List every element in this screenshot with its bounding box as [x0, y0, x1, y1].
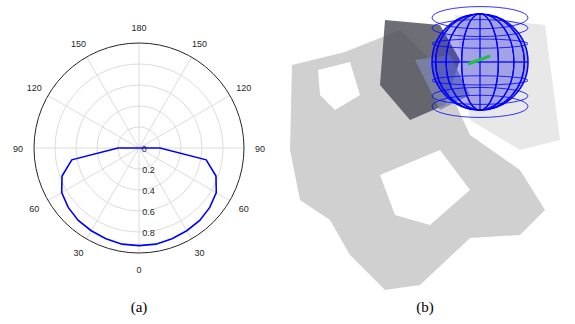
- theta-tick-label: 30: [73, 248, 83, 258]
- theta-tick-label: 30: [194, 248, 204, 258]
- r-tick-label: 0.2: [142, 165, 155, 175]
- r-tick-label: 0.8: [142, 228, 155, 238]
- r-tick-label: 0.6: [142, 207, 155, 217]
- spoke: [87, 148, 140, 239]
- panel-caption: (b): [416, 299, 434, 316]
- spoke: [139, 57, 192, 148]
- outer-ring: [34, 43, 244, 253]
- grasp-axis: [468, 56, 490, 64]
- theta-tick-label: 150: [192, 39, 207, 49]
- sphere-outline: [432, 14, 528, 110]
- spoke: [87, 57, 140, 148]
- theta-tick-label: 0: [136, 265, 141, 275]
- sphere-parallel: [432, 76, 528, 85]
- theta-tick-label: 90: [13, 144, 23, 154]
- spoke: [139, 148, 192, 239]
- spoke: [48, 96, 139, 149]
- theta-tick-label: 120: [27, 83, 42, 93]
- r-tick-label: 0: [142, 144, 147, 154]
- sphere-parallel: [432, 95, 528, 117]
- hole: [318, 62, 360, 110]
- theta-tick-label: 60: [239, 204, 249, 214]
- theta-tick-label: 120: [236, 83, 251, 93]
- theta-tick-label: 90: [255, 144, 265, 154]
- r-tick-label: 0.4: [142, 186, 155, 196]
- panel-caption: (a): [131, 299, 148, 316]
- spoke: [139, 148, 140, 253]
- theta-tick-label: 60: [29, 204, 39, 214]
- theta-tick-label: 150: [71, 39, 86, 49]
- spoke: [139, 43, 140, 148]
- hole: [380, 150, 470, 225]
- point-cloud-image: [290, 7, 560, 290]
- polar-curve: [62, 148, 217, 246]
- data-group: [62, 148, 217, 246]
- spoke: [139, 96, 230, 149]
- polar-grid: [34, 43, 244, 253]
- theta-tick-label: 180: [131, 23, 146, 33]
